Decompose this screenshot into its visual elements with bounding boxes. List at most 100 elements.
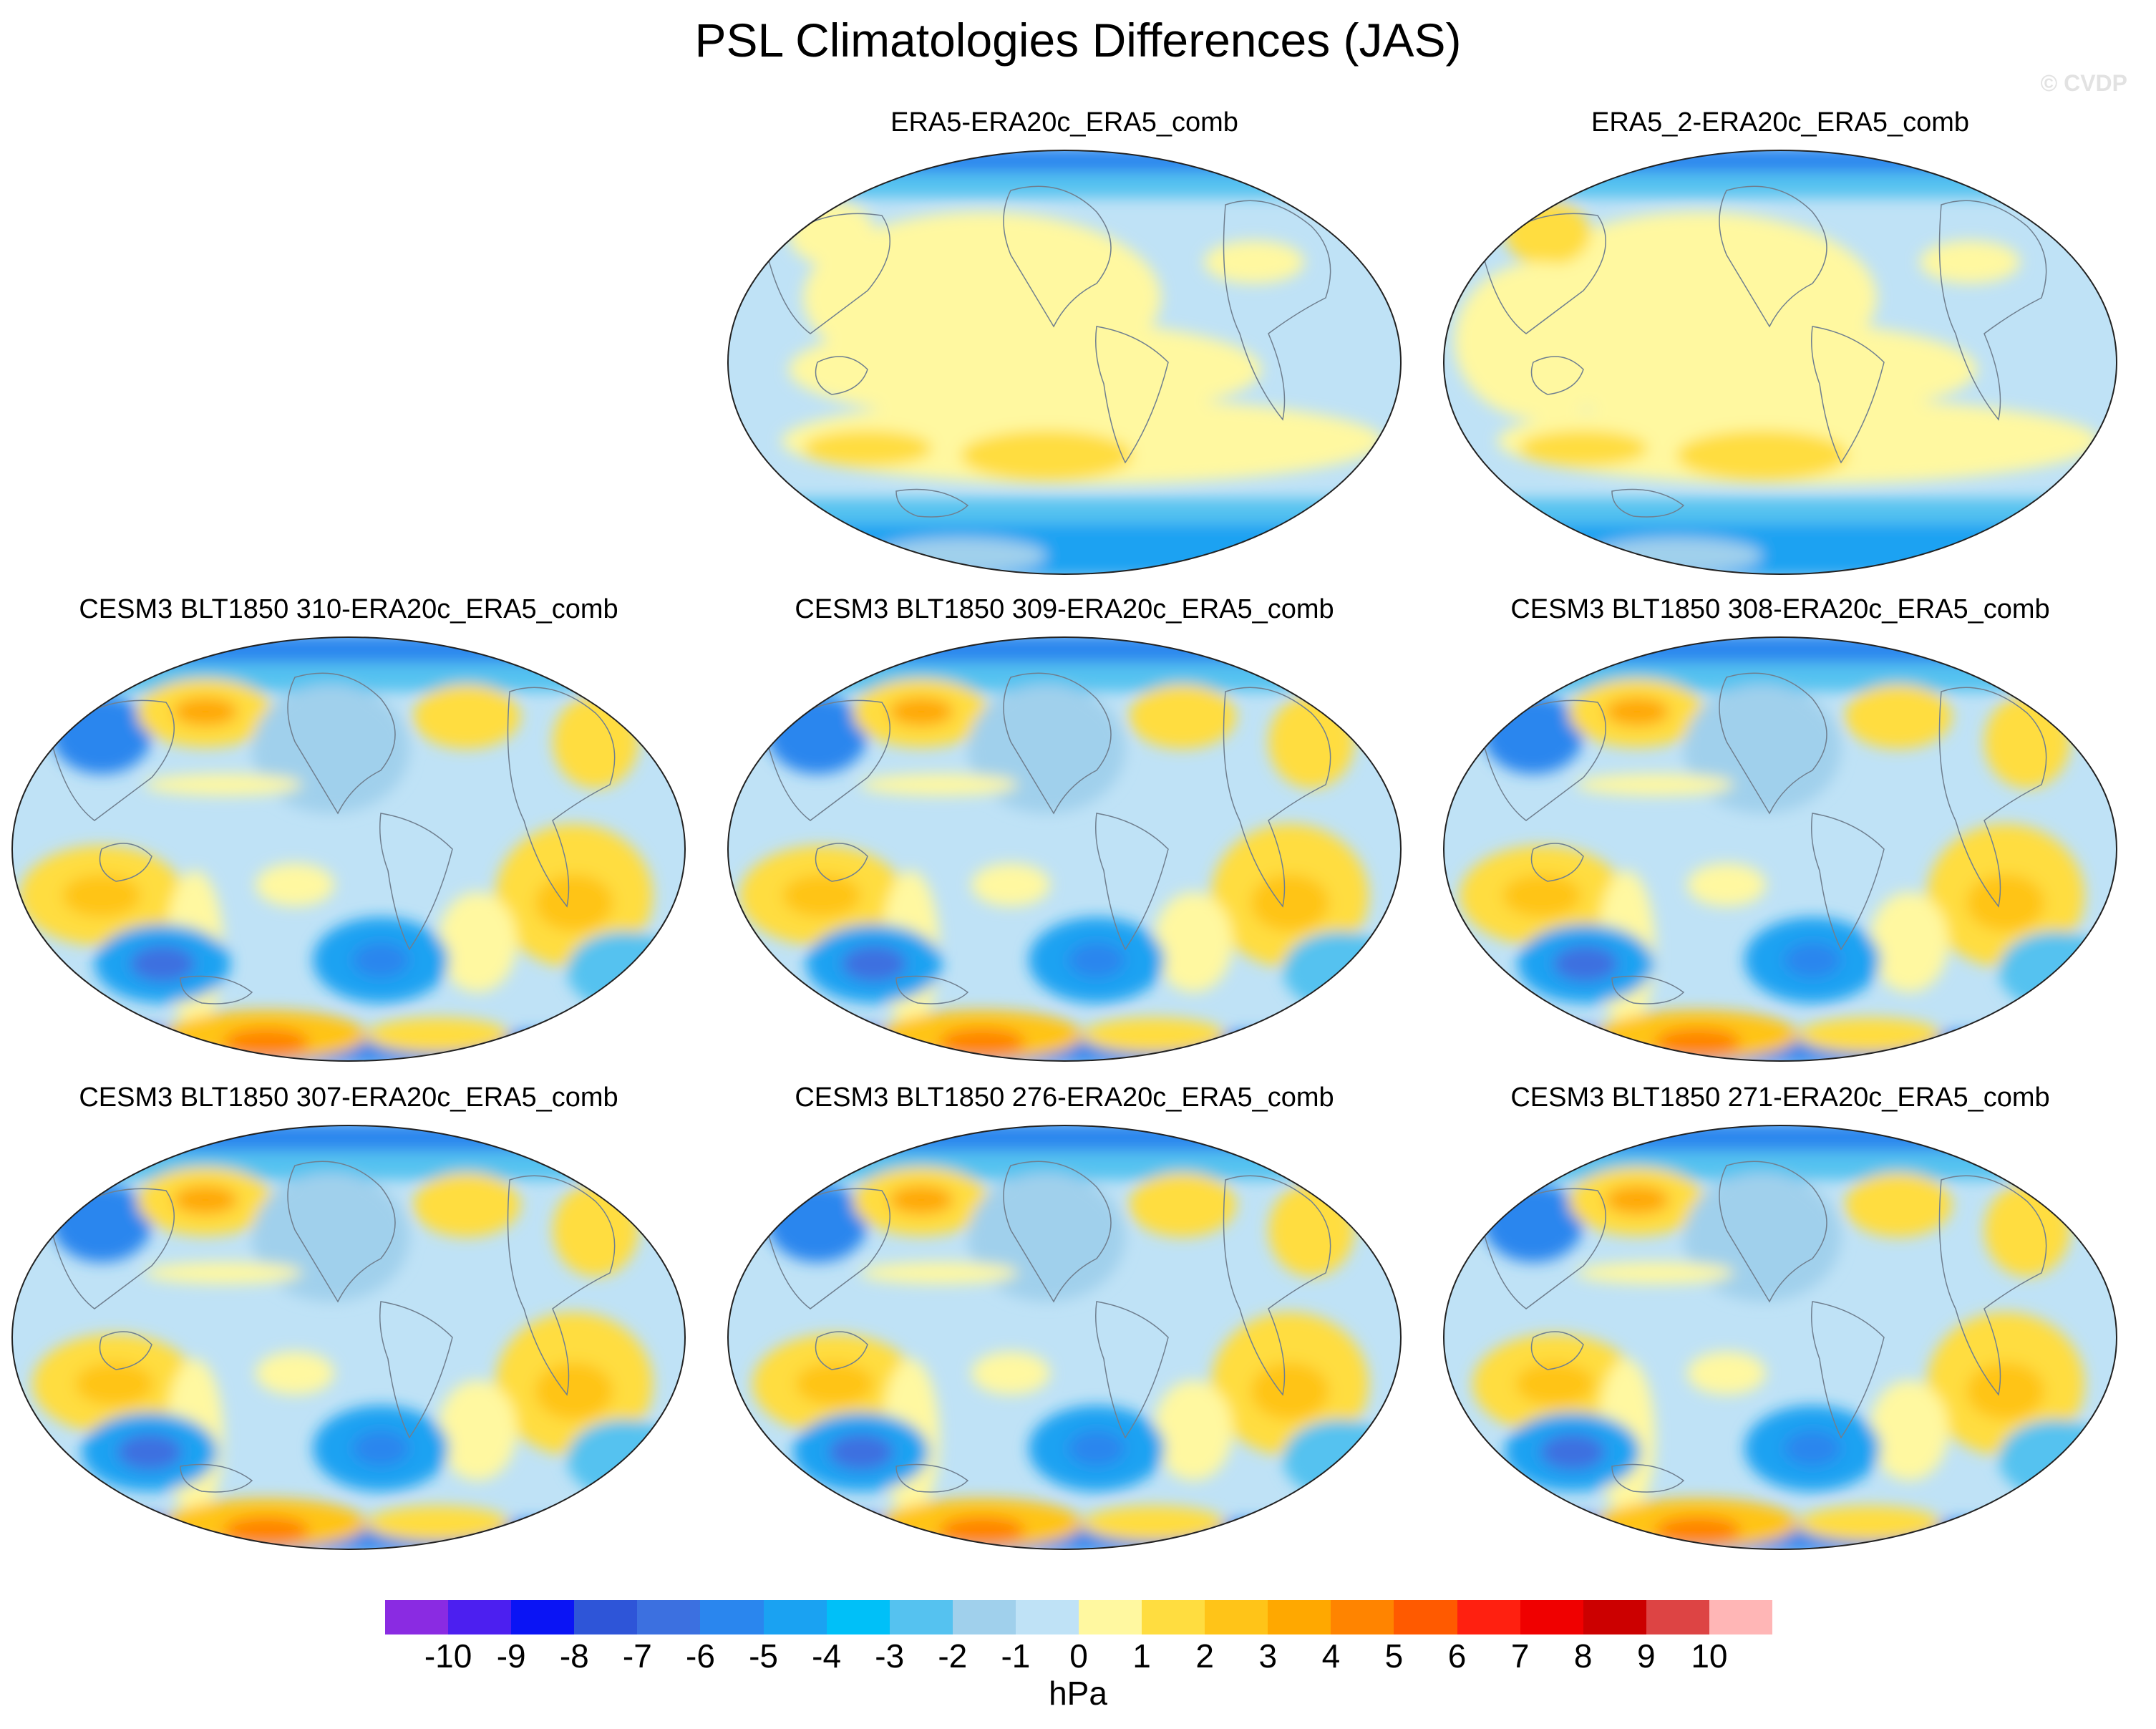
colorbar-swatch [1646,1600,1710,1634]
coastlines [767,672,1331,1004]
map-svg [11,636,686,1062]
map-panel: CESM3 BLT1850 276-ERA20c_ERA5_comb [724,1083,1404,1569]
europe-positive [1268,1183,1354,1277]
central-pacific-positive [971,1352,1050,1395]
map-svg [727,150,1402,575]
southern-low-west-core [1553,946,1618,982]
antarctic-positive-core [223,1028,309,1057]
coastline-5 [1611,975,1685,1004]
coastline-1 [1530,356,1584,395]
coastline-0 [767,213,890,334]
map-svg [11,1125,686,1550]
colorbar-swatch [511,1600,575,1634]
coastline-1 [815,356,868,395]
coastline-2 [1719,185,1827,328]
south-america-positive [1154,1380,1233,1481]
south-america-positive [438,892,517,992]
coastline-3 [379,813,453,951]
indian-ocean-positive-core [803,430,932,466]
equatorial-positive-strip [145,1262,302,1284]
coastline-1 [99,843,152,882]
map-panel: CESM3 BLT1850 308-ERA20c_ERA5_comb [1440,594,2120,1081]
west-pacific-positive-region [1455,262,1626,420]
coastline-5 [1611,1463,1685,1493]
coastline-2 [287,672,396,815]
colorbar-tick-label: -6 [686,1637,715,1675]
north-pacific-high-core [1605,697,1669,726]
antarctic-positive-core [1655,1516,1741,1545]
coastline-2 [1719,672,1827,815]
southern-low-west-core [842,946,906,982]
central-pacific-positive [971,863,1050,906]
map-panel: CESM3 BLT1850 271-ERA20c_ERA5_comb [1440,1083,2120,1569]
coastline-3 [1811,813,1885,951]
asia-land-positive [789,201,875,266]
map-svg [727,1125,1402,1550]
coastline-4 [1223,687,1331,908]
asia-land-positive [1505,201,1591,266]
north-america-negative [968,684,1125,813]
coastline-4 [1938,687,2047,908]
colorbar [385,1600,1773,1634]
colorbar-tick-label: 3 [1258,1637,1278,1675]
panel-title: CESM3 BLT1850 310-ERA20c_ERA5_comb [79,594,618,624]
equatorial-positive-strip [860,1262,1018,1284]
map-panel: CESM3 BLT1850 309-ERA20c_ERA5_comb [724,594,1404,1081]
indian-ocean-positive-core [1519,430,1648,466]
equatorial-positive-strip [145,774,302,795]
antarctic-positive-core [939,1516,1025,1545]
coastlines [767,185,1331,518]
south-atlantic-high-core [535,1362,613,1420]
panel-title: CESM3 BLT1850 308-ERA20c_ERA5_comb [1510,594,2050,624]
panel-title: ERA5-ERA20c_ERA5_comb [890,107,1238,137]
equatorial-positive-strip [860,774,1018,795]
southern-low-central-core [1784,1430,1841,1466]
colorbar-swatch [1331,1600,1394,1634]
indian-ocean-high-core [1515,1362,1594,1405]
coastline-1 [815,843,868,882]
colorbar-tick-label: 5 [1384,1637,1404,1675]
colorbar-swatch [700,1600,764,1634]
antarctic-strong-negative [728,523,1401,574]
map-panel: CESM3 BLT1850 310-ERA20c_ERA5_comb [9,594,689,1081]
arctic-strong-negative [728,150,1401,173]
coastline-3 [1095,813,1169,951]
map-svg [1443,1125,2117,1550]
equatorial-positive-strip [1576,1262,1734,1284]
colorbar-swatch [826,1600,890,1634]
colorbar-swatch [574,1600,638,1634]
panel-title: CESM3 BLT1850 271-ERA20c_ERA5_comb [1510,1083,2050,1113]
coastline-5 [180,975,253,1004]
colorbar-tick-label: 8 [1573,1637,1593,1675]
coastline-3 [1811,1301,1885,1439]
panel-title: CESM3 BLT1850 307-ERA20c_ERA5_comb [79,1083,618,1113]
coastline-0 [767,699,890,821]
north-atlantic-high [1129,1173,1236,1237]
coastlines [1482,672,2047,1004]
southern-low-west-core [1540,1434,1605,1470]
central-pacific-positive [1687,1352,1766,1395]
southern-low-central-core [1068,1430,1125,1466]
south-pacific-positive-core [1676,430,1848,480]
europe-positive [553,1183,638,1277]
north-atlantic-high [1845,1173,1952,1237]
atlantic-positive-patch [1920,241,2020,284]
coastline-3 [1811,326,1885,464]
colorbar-swatch [1520,1600,1584,1634]
coastline-4 [1223,1175,1331,1396]
coastlines [767,1161,1331,1493]
colorbar-tick-label: -1 [1001,1637,1031,1675]
watermark: © CVDP [2040,70,2127,96]
coastline-5 [895,975,969,1004]
antarctic-positive-east [1798,1506,1941,1541]
colorbar-swatch [1268,1600,1331,1634]
panel-title: CESM3 BLT1850 276-ERA20c_ERA5_comb [795,1083,1334,1113]
coastline-1 [1530,843,1584,882]
colorbar-tick-label: 7 [1510,1637,1530,1675]
coastline-4 [1223,200,1331,421]
antarctic-positive-east [1082,1506,1225,1541]
colorbar-swatch [1142,1600,1205,1634]
coastline-5 [895,488,969,518]
panel-title: ERA5_2-ERA20c_ERA5_comb [1591,107,1970,137]
colorbar-swatch [637,1600,701,1634]
